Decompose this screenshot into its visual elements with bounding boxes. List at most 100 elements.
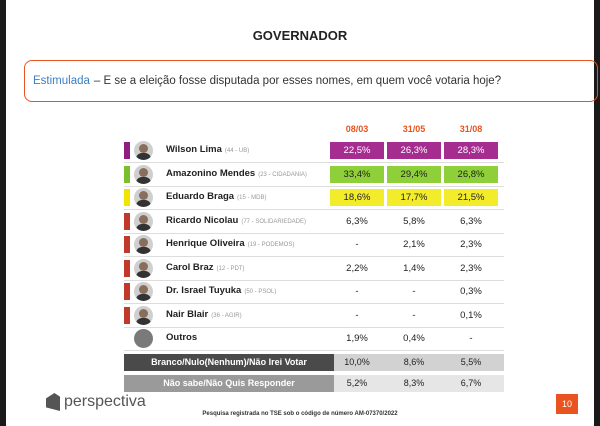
candidate-avatar: [134, 282, 153, 301]
candidate-row: Wilson Lima (44 - UB) 22,5% 26,3% 28,3%: [124, 140, 504, 161]
candidate-name: Eduardo Braga (15 - MDB): [166, 191, 267, 202]
candidate-color-bar: [124, 259, 130, 277]
avatar-body: [136, 270, 151, 278]
slide: GOVERNADOR Estimulada – E se a eleição f…: [6, 0, 598, 426]
row-divider: [124, 162, 504, 163]
page-title: GOVERNADOR: [252, 28, 348, 43]
summary-label: Não sabe/Não Quis Responder: [124, 374, 334, 392]
question-tag: Estimulada: [33, 75, 90, 87]
candidate-name: Henrique Oliveira (19 - PODEMOS): [166, 238, 295, 249]
candidate-row: Ricardo Nicolau (77 - SOLIDARIEDADE) 6,3% 5…: [124, 211, 504, 232]
row-divider: [124, 232, 504, 234]
value-cell: -: [412, 286, 416, 297]
candidate-party: (23 - CIDADANIA): [258, 171, 307, 178]
summary-label: Branco/Nulo(Nenhum)/Não Irei Votar: [124, 353, 334, 371]
value-cell: 0,1%: [460, 309, 482, 321]
value-cell: 2,3%: [460, 262, 482, 274]
avatar-head: [139, 214, 148, 224]
candidate-row: Henrique Oliveira (19 - PODEMOS) - 2,1% 2,3%: [124, 234, 504, 255]
candidate-party: (36 - AGIR): [211, 312, 242, 319]
row-divider: [124, 256, 504, 257]
avatar-head: [139, 167, 148, 177]
value-cell: 17,7%: [387, 189, 441, 206]
value-cell: 2,3%: [460, 239, 482, 250]
candidate-row: Eduardo Braga (15 - MDB) 18,6% 17,7% 21,5%: [124, 187, 504, 208]
summary-value: 8,3%: [403, 378, 425, 388]
summary-value: 6,7%: [460, 378, 482, 388]
candidate-party: (44 - UB): [224, 148, 250, 154]
avatar-head: [139, 238, 148, 247]
avatar-body: [136, 317, 151, 325]
value-cell: 33,4%: [330, 165, 384, 183]
avatar-head: [139, 191, 148, 200]
avatar-body: [136, 153, 151, 160]
value-cell: 0,4%: [403, 333, 425, 344]
summary-value: 10,0%: [344, 357, 370, 367]
candidate-party: (77 - SOLIDARIEDADE): [241, 218, 307, 225]
candidate-row: Nair Blair (36 - AGIR) - - 0,1%: [124, 305, 504, 326]
candidate-name: Wilson Lima (44 - UB): [166, 144, 250, 155]
avatar-body: [136, 247, 151, 254]
value-cell: 18,6%: [330, 189, 384, 206]
value-cell: 26,8%: [444, 165, 498, 183]
candidate-color-bar: [124, 142, 130, 159]
candidate-name: Ricardo Nicolau (77 - SOLIDARIEDADE): [166, 214, 307, 226]
summary-value: 5,5%: [460, 357, 482, 367]
value-cell: 1,4%: [403, 262, 425, 274]
row-divider: [124, 279, 504, 281]
summary-value: 8,6%: [403, 357, 425, 367]
candidate-name: Amazonino Mendes (23 - CIDADANIA): [166, 167, 307, 179]
candidate-avatar: [134, 188, 153, 207]
candidate-color-bar: [124, 189, 130, 206]
value-cell: 28,3%: [444, 142, 498, 159]
row-divider: [124, 209, 504, 210]
value-cell: 6,3%: [346, 215, 368, 227]
candidate-avatar: [134, 141, 153, 160]
candidate-avatar: [134, 235, 153, 254]
candidate-row: Amazonino Mendes (23 - CIDADANIA) 33,4% 29,…: [124, 164, 504, 185]
candidate-avatar: [134, 164, 153, 184]
value-cell: 6,3%: [460, 215, 482, 227]
value-cell: 22,5%: [330, 142, 384, 159]
summary-row: Branco/Nulo(Nenhum)/Não Irei Votar 10,0% 8…: [124, 353, 504, 371]
candidate-party: (12 - PDT): [216, 265, 245, 272]
summary-row-background: [334, 374, 504, 392]
candidate-row: Outros 1,9% 0,4% -: [124, 328, 504, 349]
candidate-name: Nair Blair (36 - AGIR): [166, 308, 242, 320]
candidate-party: (19 - PODEMOS): [247, 242, 295, 248]
value-cell: -: [355, 286, 359, 297]
column-header: 31/05: [402, 124, 426, 134]
row-divider: [124, 185, 504, 187]
question-box: Estimulada – E se a eleição fosse disput…: [24, 60, 598, 102]
avatar-body: [136, 223, 151, 231]
value-cell: -: [355, 239, 359, 250]
column-header: 08/03: [345, 124, 369, 134]
summary-value: 5,2%: [346, 378, 368, 388]
question-text: – E se a eleição fosse disputada por ess…: [93, 75, 502, 87]
candidate-row: Dr. Israel Tuyuka (50 - PSOL) - - 0,3%: [124, 281, 504, 302]
avatar-head: [139, 308, 148, 318]
candidate-avatar: [134, 258, 153, 278]
value-cell: 1,9%: [346, 333, 368, 344]
candidate-color-bar: [124, 165, 130, 183]
value-cell: -: [412, 309, 416, 321]
value-cell: 5,8%: [403, 215, 425, 227]
candidate-color-bar: [124, 212, 130, 230]
candidate-party: (50 - PSOL): [244, 289, 277, 295]
candidate-name: Carol Braz (12 - PDT): [166, 261, 245, 273]
summary-row-background: [334, 353, 504, 371]
value-cell: 29,4%: [387, 165, 441, 183]
avatar-head: [139, 285, 148, 294]
candidate-avatar: [134, 329, 153, 348]
avatar-body: [136, 294, 151, 301]
page-number: 10: [556, 394, 578, 414]
value-cell: 2,2%: [346, 262, 368, 274]
column-header: 31/08: [459, 124, 483, 134]
avatar-body: [136, 176, 151, 184]
row-divider: [124, 303, 504, 304]
avatar-head: [139, 144, 148, 153]
value-cell: -: [355, 309, 359, 321]
logo-text: perspectiva: [64, 393, 146, 410]
footer-note: Pesquisa registrada no TSE sob o código …: [202, 411, 398, 417]
candidate-color-bar: [124, 306, 130, 324]
